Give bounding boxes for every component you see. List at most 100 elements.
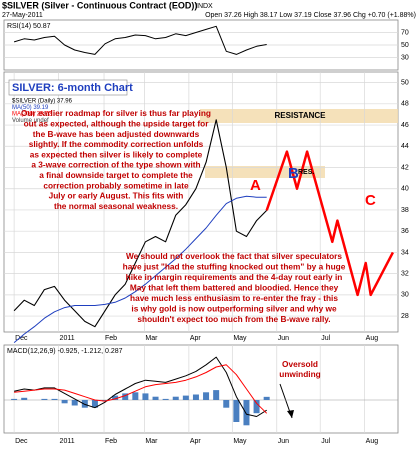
histogram-bar bbox=[91, 400, 98, 408]
res-band bbox=[205, 166, 325, 178]
chart-title: SILVER: 6-month Chart bbox=[12, 82, 133, 94]
legend-entry: MA(200) 29.72 bbox=[12, 112, 52, 118]
commentary: the B-wave has been adjusted downwards bbox=[33, 129, 200, 139]
y-tick-label: 30 bbox=[401, 292, 409, 299]
price-line bbox=[13, 195, 267, 343]
histogram-bar bbox=[253, 400, 260, 414]
commentary: We should not overlook the fact that sil… bbox=[126, 251, 342, 261]
wave-b: B bbox=[288, 165, 299, 182]
histogram-bar bbox=[162, 398, 169, 400]
x-tick-label: Dec bbox=[15, 438, 28, 445]
histogram-bar bbox=[132, 392, 139, 400]
y-tick-label: 40 bbox=[401, 186, 409, 193]
x-tick-label: Jul bbox=[321, 438, 330, 445]
x-tick-label: Jun bbox=[278, 438, 289, 445]
commentary: correction probably sometime in late bbox=[43, 180, 189, 190]
commentary: May that left them battered and bloodied… bbox=[130, 283, 339, 293]
y-tick-label: 46 bbox=[401, 122, 409, 129]
x-tick-label: Aug bbox=[366, 438, 379, 445]
histogram-bar bbox=[122, 393, 129, 400]
y-tick-label: 44 bbox=[401, 143, 409, 150]
commentary: out as expected, although the upside tar… bbox=[24, 118, 210, 128]
commentary: a final downside target to complete the bbox=[39, 170, 193, 180]
commentary: hike in margin requirements and the 4-da… bbox=[126, 272, 343, 282]
wave-c: C bbox=[365, 192, 376, 209]
histogram-bar bbox=[182, 395, 189, 400]
annotation: unwinding bbox=[279, 369, 320, 379]
x-tick-label: Mar bbox=[145, 335, 158, 342]
y-tick-label: 34 bbox=[401, 249, 409, 256]
y-tick-label: 38 bbox=[401, 207, 409, 214]
histogram-bar bbox=[213, 390, 220, 400]
x-tick-label: Mar bbox=[145, 438, 158, 445]
commentary: shouldn't expect too much from the B-wav… bbox=[137, 314, 330, 324]
x-tick-label: Feb bbox=[105, 335, 117, 342]
x-tick-label: 2011 bbox=[60, 438, 75, 445]
panel-title: RSI(14) 50.87 bbox=[7, 23, 51, 30]
projection-line bbox=[265, 150, 395, 297]
quote: Open 37.26 High 38.17 Low 37.19 Close 37… bbox=[205, 12, 416, 19]
x-tick-label: Apr bbox=[190, 438, 202, 445]
x-tick-label: 2011 bbox=[60, 335, 75, 342]
legend-entry: $SILVER (Daily) 37.96 bbox=[12, 99, 73, 105]
commentary: a 3-wave correction of the type shown wi… bbox=[31, 160, 200, 170]
y-tick-label: 70 bbox=[401, 29, 409, 36]
res-label: RES. bbox=[298, 169, 314, 176]
histogram-bar bbox=[263, 396, 270, 400]
histogram-bar bbox=[41, 398, 48, 400]
histogram-bar bbox=[152, 396, 159, 400]
legend-entry: Volume undef bbox=[12, 118, 49, 124]
histogram-bar bbox=[233, 400, 240, 422]
y-tick-label: 50 bbox=[401, 42, 409, 49]
x-tick-label: May bbox=[233, 438, 247, 445]
y-tick-label: 28 bbox=[401, 313, 409, 320]
price-panel bbox=[3, 71, 399, 333]
histogram-bar bbox=[102, 400, 109, 402]
histogram-bar bbox=[61, 400, 68, 404]
histogram-bar bbox=[142, 393, 149, 400]
y-tick-label: 30 bbox=[401, 54, 409, 61]
commentary: July or early August. This fits with bbox=[49, 191, 184, 201]
resistance-band bbox=[200, 109, 398, 123]
commentary: have just "had the stuffing knocked out … bbox=[123, 262, 346, 272]
title-box bbox=[8, 79, 128, 96]
x-tick-label: May bbox=[233, 335, 247, 342]
legend-entry: MA(50) 39.19 bbox=[12, 105, 49, 111]
panel-title: MACD(12,26,9) -0.925, -1.212, 0.287 bbox=[7, 348, 123, 355]
commentary: the normal seasonal weakness. bbox=[54, 201, 178, 211]
histogram-bar bbox=[11, 398, 18, 400]
histogram-bar bbox=[71, 400, 78, 406]
resistance-label: RESISTANCE bbox=[275, 111, 327, 120]
commentary: Our earlier roadmap for silver is thus f… bbox=[21, 108, 211, 118]
x-tick-label: Aug bbox=[366, 335, 379, 342]
y-tick-label: 36 bbox=[401, 228, 409, 235]
x-tick-label: Jul bbox=[321, 335, 330, 342]
histogram-bar bbox=[172, 396, 179, 400]
date: 27-May-2011 bbox=[2, 12, 43, 19]
exchange: INDX bbox=[196, 3, 213, 10]
commentary: slightly. If the commodity correction un… bbox=[29, 139, 204, 149]
x-tick-label: Jun bbox=[278, 335, 289, 342]
histogram-bar bbox=[21, 397, 28, 400]
annotation: Oversold bbox=[282, 359, 318, 369]
commentary: as expected then silver is likely to com… bbox=[30, 149, 203, 159]
y-tick-label: 48 bbox=[401, 101, 409, 108]
histogram-bar bbox=[51, 398, 58, 400]
y-tick-label: 42 bbox=[401, 164, 409, 171]
x-tick-label: Dec bbox=[15, 335, 28, 342]
histogram-bar bbox=[192, 394, 199, 400]
wave-a: A bbox=[250, 177, 261, 194]
price-line bbox=[13, 119, 268, 328]
commentary: have much less enthusiasm to re-enter th… bbox=[130, 293, 338, 303]
macd-panel bbox=[3, 344, 399, 434]
arrowhead bbox=[287, 410, 294, 418]
macd-line bbox=[14, 364, 268, 414]
y-tick-label: 32 bbox=[401, 270, 409, 277]
histogram-bar bbox=[112, 395, 119, 400]
x-tick-label: Apr bbox=[190, 335, 202, 342]
histogram-bar bbox=[223, 400, 230, 408]
symbol: $SILVER (Silver - Continuous Contract (E… bbox=[2, 0, 197, 10]
rsi-line bbox=[13, 25, 267, 55]
